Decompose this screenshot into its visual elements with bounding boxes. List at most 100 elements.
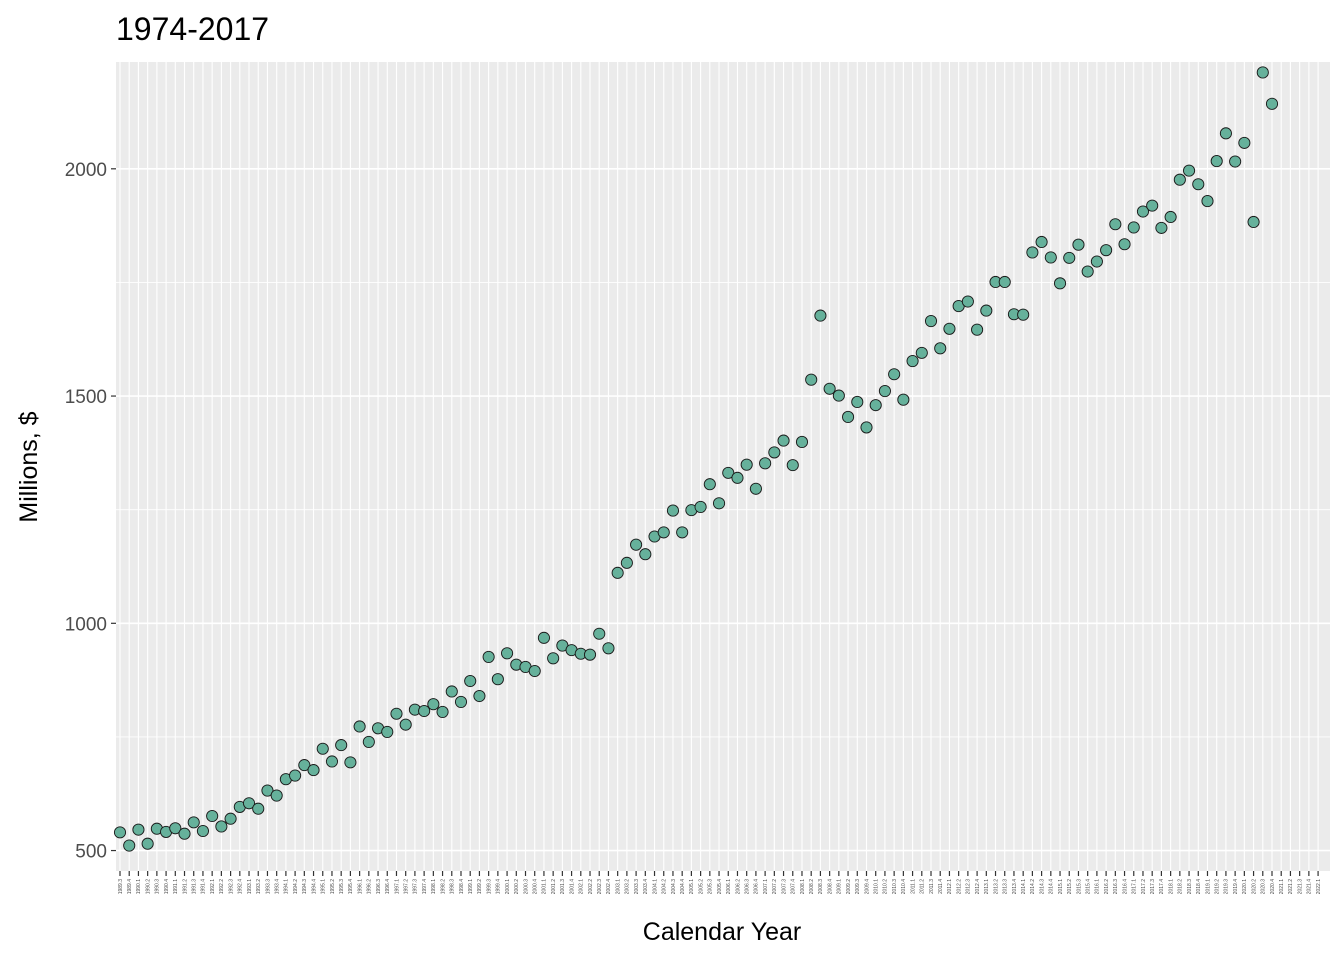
data-point [961, 295, 974, 308]
x-tick-label: 2013.3 [1003, 879, 1009, 895]
x-tick-label: 2020.2 [1251, 879, 1257, 895]
data-point [1210, 155, 1223, 168]
data-point [445, 685, 458, 698]
data-point [897, 393, 910, 406]
x-tick-label: 2006.1 [726, 879, 732, 895]
x-tick-label: 2009.1 [837, 879, 843, 895]
x-tick-label: 2015.4 [1085, 879, 1091, 895]
x-tick-label: 2021.1 [1279, 879, 1285, 895]
data-point [464, 674, 477, 688]
x-tick-label: 2013.2 [993, 879, 999, 895]
x-tick-label: 1997.1 [394, 879, 400, 895]
data-point [1229, 155, 1242, 168]
data-point [123, 839, 136, 852]
x-tick-label: 1999.4 [496, 879, 502, 895]
x-tick-label: 1996.1 [357, 879, 363, 895]
x-tick-label: 2019.4 [1233, 879, 1239, 895]
data-point [298, 759, 311, 772]
x-tick-label: 2012.4 [975, 879, 981, 895]
x-tick-label: 1993.4 [274, 879, 280, 895]
x-tick-label: 2016.3 [1113, 879, 1119, 895]
x-tick-label: 2002.3 [597, 879, 603, 895]
data-point [1219, 127, 1232, 140]
y-tick-label: 1500 [65, 387, 107, 408]
x-tick-label: 2004.2 [662, 879, 668, 895]
x-tick-label: 2020.1 [1242, 879, 1248, 895]
data-point [971, 323, 984, 336]
data-point [206, 809, 219, 823]
data-point [501, 647, 514, 660]
x-axis: 1989.3 1989.4 1990.1 1990.2 1990.3 1990.4 1991… [118, 871, 1322, 894]
x-tick-label: 2019.1 [1205, 879, 1211, 895]
minor-gridlines [116, 282, 1330, 738]
x-tick-label: 2004.4 [680, 879, 686, 895]
data-point [362, 735, 375, 748]
data-point [703, 478, 716, 491]
x-tick-label: 2010.2 [883, 879, 889, 895]
x-tick-label: 1992.2 [219, 879, 225, 895]
x-tick-label: 1998.3 [450, 879, 456, 895]
data-point [1238, 136, 1251, 149]
data-point [316, 742, 329, 755]
x-tick-label: 1991.2 [182, 879, 188, 895]
data-point [851, 395, 864, 409]
x-tick-label: 1992.3 [228, 879, 234, 895]
data-point [547, 652, 560, 665]
data-point [215, 820, 228, 833]
x-tick-label: 1996.3 [376, 879, 382, 895]
x-tick-label: 2021.4 [1307, 879, 1313, 895]
data-point [786, 459, 799, 472]
x-tick-label: 2015.3 [1076, 879, 1082, 895]
data-point [860, 421, 873, 434]
x-tick-label: 1998.4 [459, 879, 465, 895]
x-tick-label: 2005.3 [708, 879, 714, 895]
data-point [1136, 205, 1150, 218]
data-point [630, 538, 643, 551]
data-point [869, 399, 882, 412]
data-point [1081, 265, 1094, 278]
x-tick-label: 2003.3 [634, 879, 640, 895]
x-tick-label: 1993.2 [256, 879, 262, 895]
x-tick-label: 1989.4 [127, 879, 133, 895]
x-axis-title: Calendar Year [643, 918, 801, 946]
data-point [1155, 221, 1168, 234]
x-tick-label: 2018.4 [1196, 879, 1202, 895]
x-tick-label: 2011.2 [920, 879, 926, 894]
x-tick-label: 2000.3 [523, 879, 529, 895]
x-tick-label: 1991.4 [201, 879, 207, 895]
x-tick-label: 2011.3 [929, 879, 935, 894]
x-tick-label: 2009.4 [864, 879, 870, 895]
x-tick-label: 2007.4 [791, 879, 797, 895]
x-tick-label: 1990.2 [145, 879, 151, 895]
x-tick-label: 2014.4 [1049, 879, 1055, 895]
x-tick-label: 1994.1 [284, 879, 290, 895]
data-point [740, 458, 753, 471]
x-tick-label: 2005.2 [698, 879, 704, 895]
x-tick-label: 2003.2 [625, 879, 631, 895]
data-point [878, 385, 891, 398]
x-tick-label: 2009.2 [846, 879, 852, 895]
x-tick-label: 2001.3 [560, 879, 566, 895]
x-tick-label: 1996.2 [367, 879, 373, 895]
data-point [1100, 244, 1113, 257]
x-tick-label: 2016.4 [1122, 879, 1128, 895]
x-tick-label: 1995.2 [330, 879, 336, 895]
x-tick-label: 2012.3 [966, 879, 972, 895]
data-point [620, 556, 633, 569]
data-point [1063, 251, 1076, 264]
x-tick-label: 1991.1 [173, 879, 179, 895]
x-tick-label: 2018.1 [1168, 879, 1174, 895]
data-point [307, 764, 320, 777]
x-tick-label: 2017.4 [1159, 879, 1165, 895]
x-tick-label: 2013.4 [1012, 879, 1018, 895]
x-tick-label: 2022.1 [1316, 879, 1322, 895]
x-tick-label: 1995.3 [339, 879, 345, 895]
x-tick-label: 1997.4 [422, 879, 428, 895]
data-point [1026, 246, 1039, 259]
data-point [1201, 195, 1214, 208]
data-point [934, 342, 947, 355]
x-tick-label: 2001.2 [551, 879, 557, 895]
data-point [1146, 199, 1159, 212]
x-tick-label: 2010.3 [892, 879, 898, 895]
data-point [712, 497, 726, 510]
